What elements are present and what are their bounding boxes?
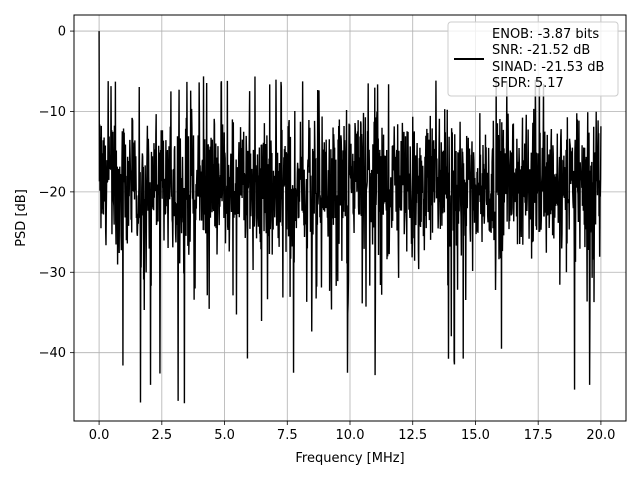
y-tick-label: −30 [39,266,66,281]
x-tick-label: 5.0 [214,428,235,443]
x-tick-label: 0.0 [89,428,110,443]
x-tick-label: 20.0 [586,428,615,443]
legend-entry-sfdr: SFDR: 5.17 [492,76,564,91]
y-tick-label: −20 [39,185,66,200]
x-tick-label: 15.0 [461,428,490,443]
y-tick-label: −40 [39,346,66,361]
legend-entry-snr: SNR: -21.52 dB [492,43,590,58]
x-tick-label: 7.5 [277,428,298,443]
psd-series-line [98,31,602,404]
legend-entry-enob: ENOB: -3.87 bits [492,27,599,42]
x-tick-label: 2.5 [151,428,172,443]
legend: ENOB: -3.87 bits SNR: -21.52 dB SINAD: -… [447,21,619,97]
x-tick-label: 10.0 [336,428,365,443]
y-axis-ticks: 0 −10 −20 −30 −40 [39,25,74,361]
x-tick-label: 17.5 [524,428,553,443]
x-axis-label: Frequency [MHz] [295,451,404,466]
series-layer [98,31,602,404]
legend-box [447,21,619,97]
y-tick-label: −10 [39,105,66,120]
y-axis-label: PSD [dB] [14,189,29,247]
x-tick-label: 12.5 [398,428,427,443]
legend-entry-sinad: SINAD: -21.53 dB [492,60,604,75]
y-tick-label: 0 [58,25,66,40]
x-axis-ticks: 0.0 2.5 5.0 7.5 10.0 12.5 15.0 17.5 20.0 [89,421,615,443]
